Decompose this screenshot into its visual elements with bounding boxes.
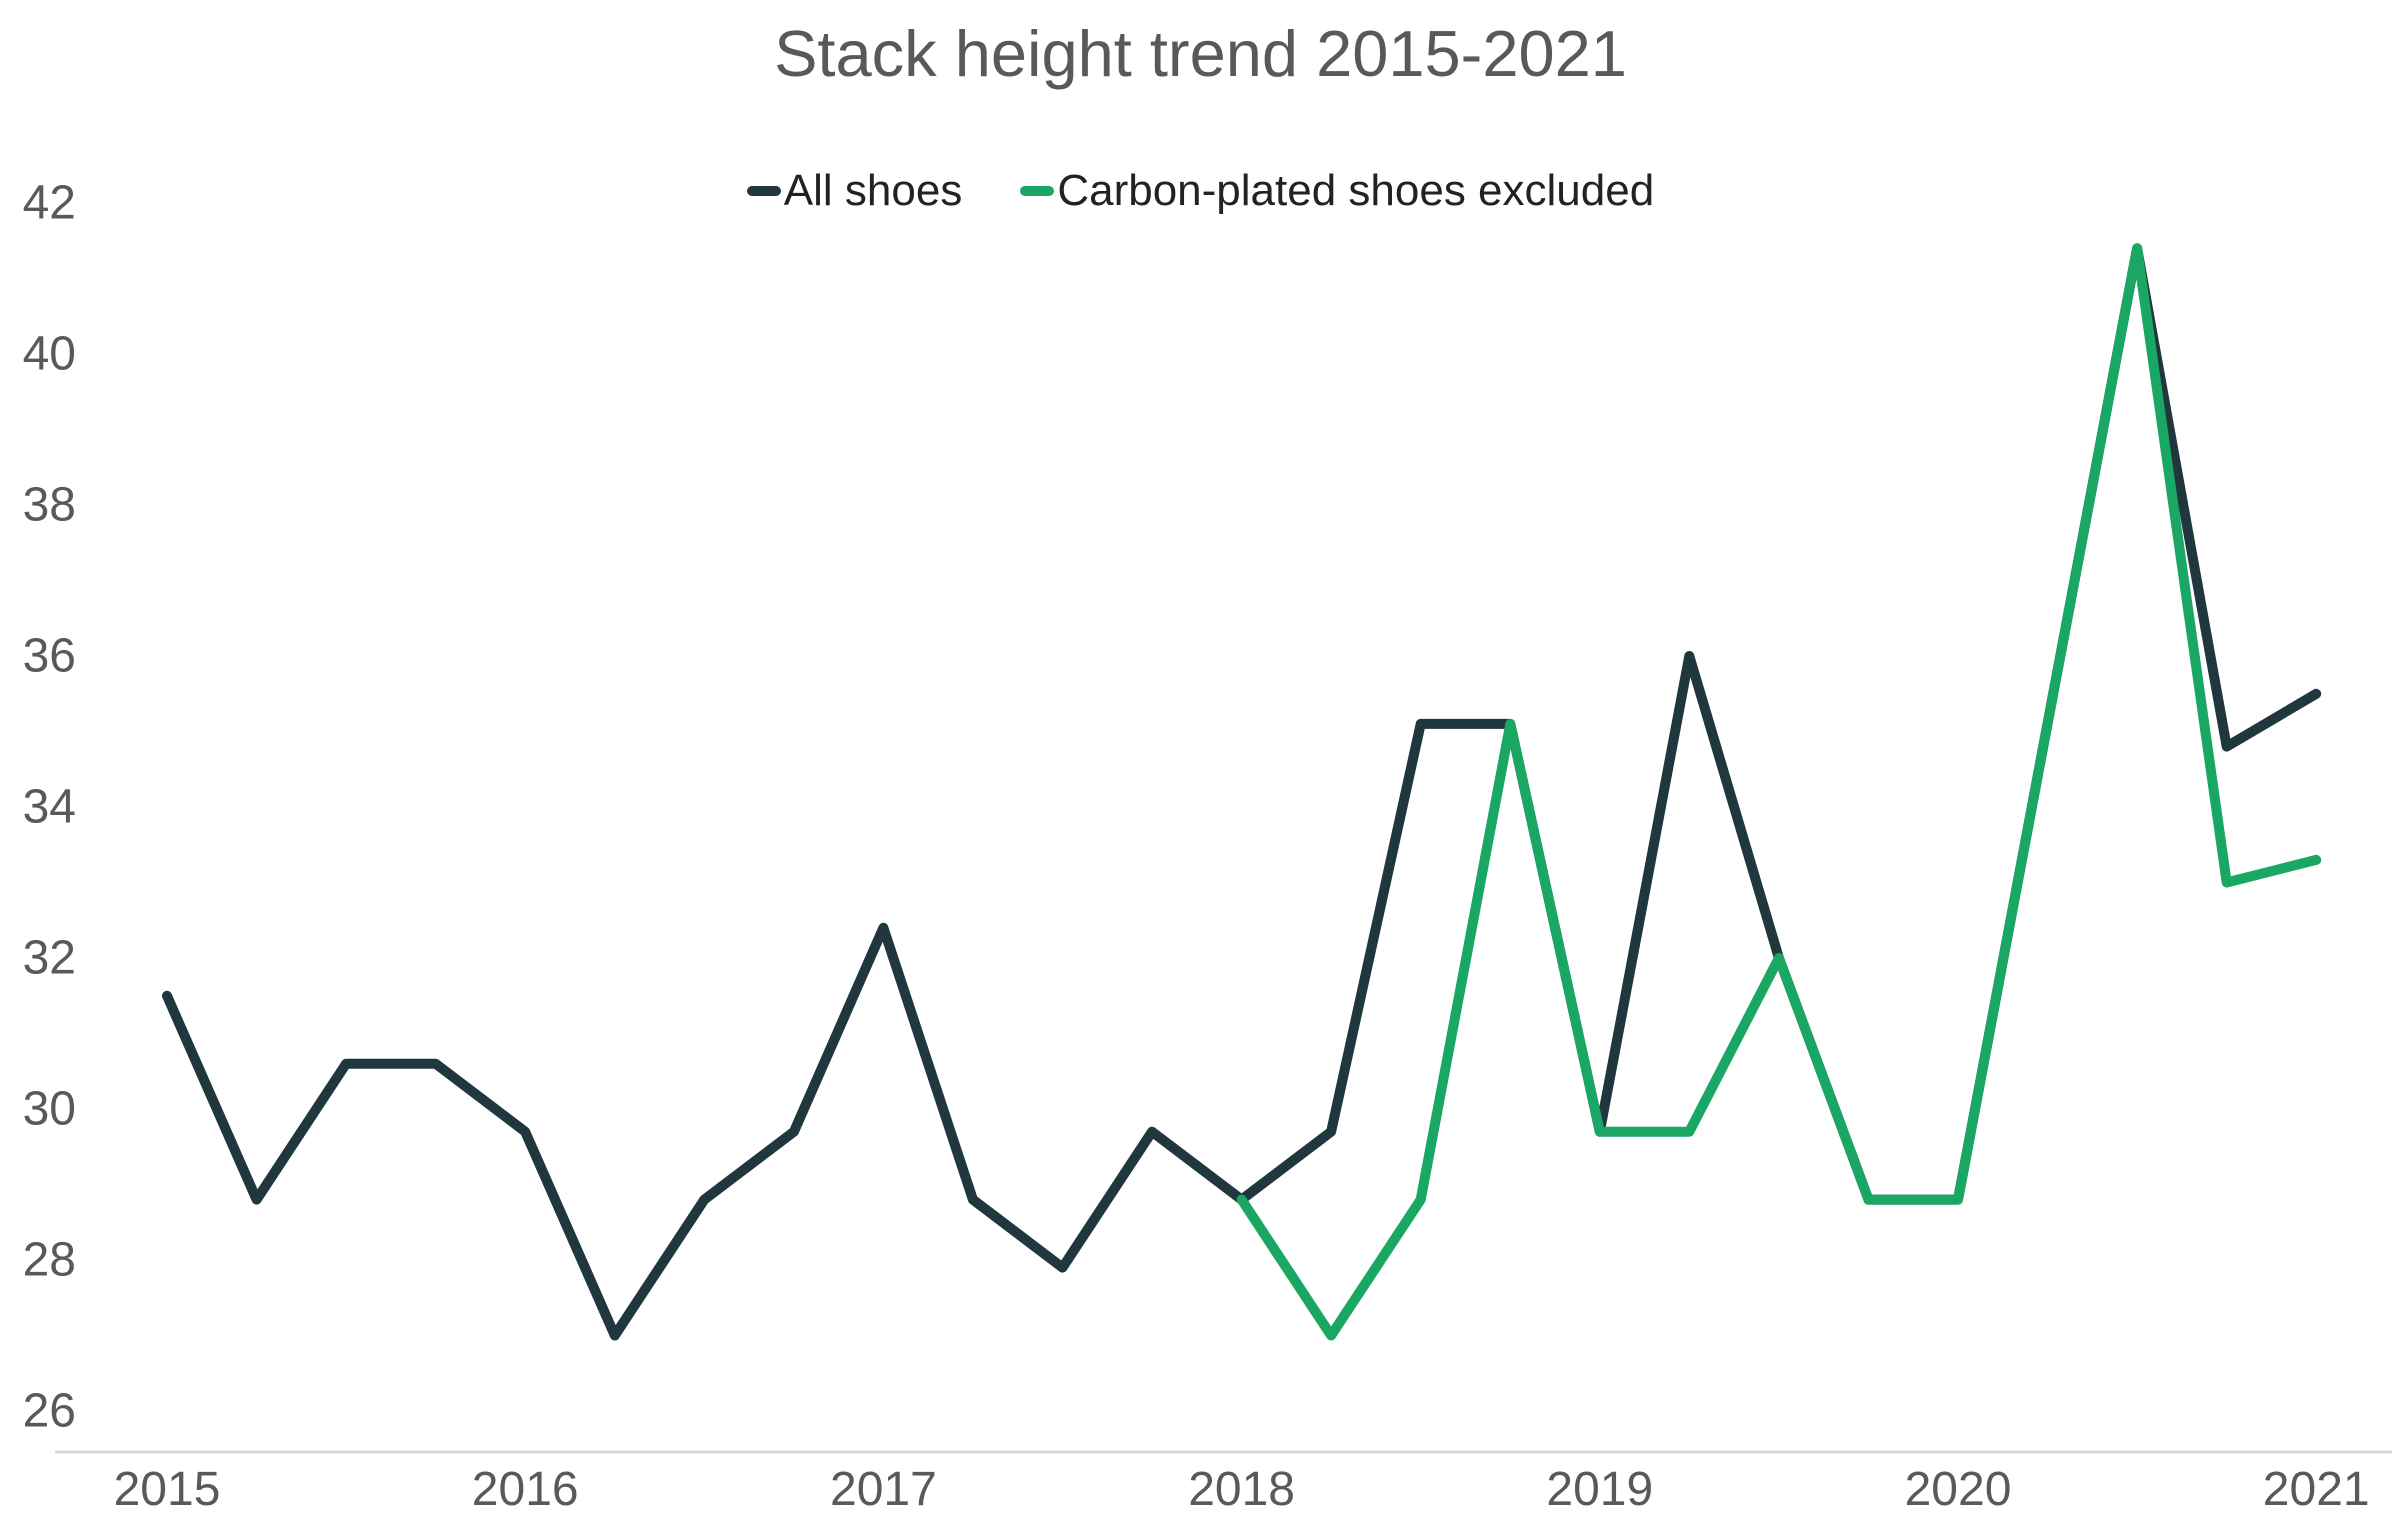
legend: All shoes Carbon-plated shoes excluded	[0, 166, 2401, 216]
y-tick-label: 34	[23, 781, 76, 834]
series-line-all-shoes	[162, 243, 2322, 1341]
y-tick-label: 32	[23, 932, 76, 985]
legend-item-all-shoes[interactable]: All shoes	[746, 166, 963, 216]
x-tick-label: 2019	[1546, 1463, 1653, 1516]
chart-title: Stack height trend 2015-2021	[774, 17, 1627, 90]
y-tick-label: 26	[23, 1385, 76, 1438]
legend-item-carbon-plated-shoes-excluded[interactable]: Carbon-plated shoes excluded	[1020, 166, 1654, 216]
x-tick-label: 2018	[1188, 1463, 1295, 1516]
series-line-carbon-plated-shoes-excluded	[1236, 243, 2322, 1341]
y-tick-label: 28	[23, 1234, 76, 1287]
x-tick-label: 2016	[472, 1463, 579, 1516]
x-tick-label: 2020	[1905, 1463, 2012, 1516]
y-tick-label: 42	[23, 177, 76, 230]
y-tick-label: 38	[23, 479, 76, 532]
x-tick-label: 2015	[114, 1463, 221, 1516]
y-tick-label: 40	[23, 328, 76, 381]
x-tick-label: 2017	[830, 1463, 937, 1516]
y-tick-label: 36	[23, 630, 76, 683]
legend-dash-icon	[1020, 186, 1055, 196]
legend-dash-icon	[746, 186, 781, 196]
legend-label: All shoes	[783, 166, 963, 215]
legend-label: Carbon-plated shoes excluded	[1057, 166, 1655, 215]
y-tick-label: 30	[23, 1083, 76, 1136]
x-tick-label: 2021	[2263, 1463, 2370, 1516]
